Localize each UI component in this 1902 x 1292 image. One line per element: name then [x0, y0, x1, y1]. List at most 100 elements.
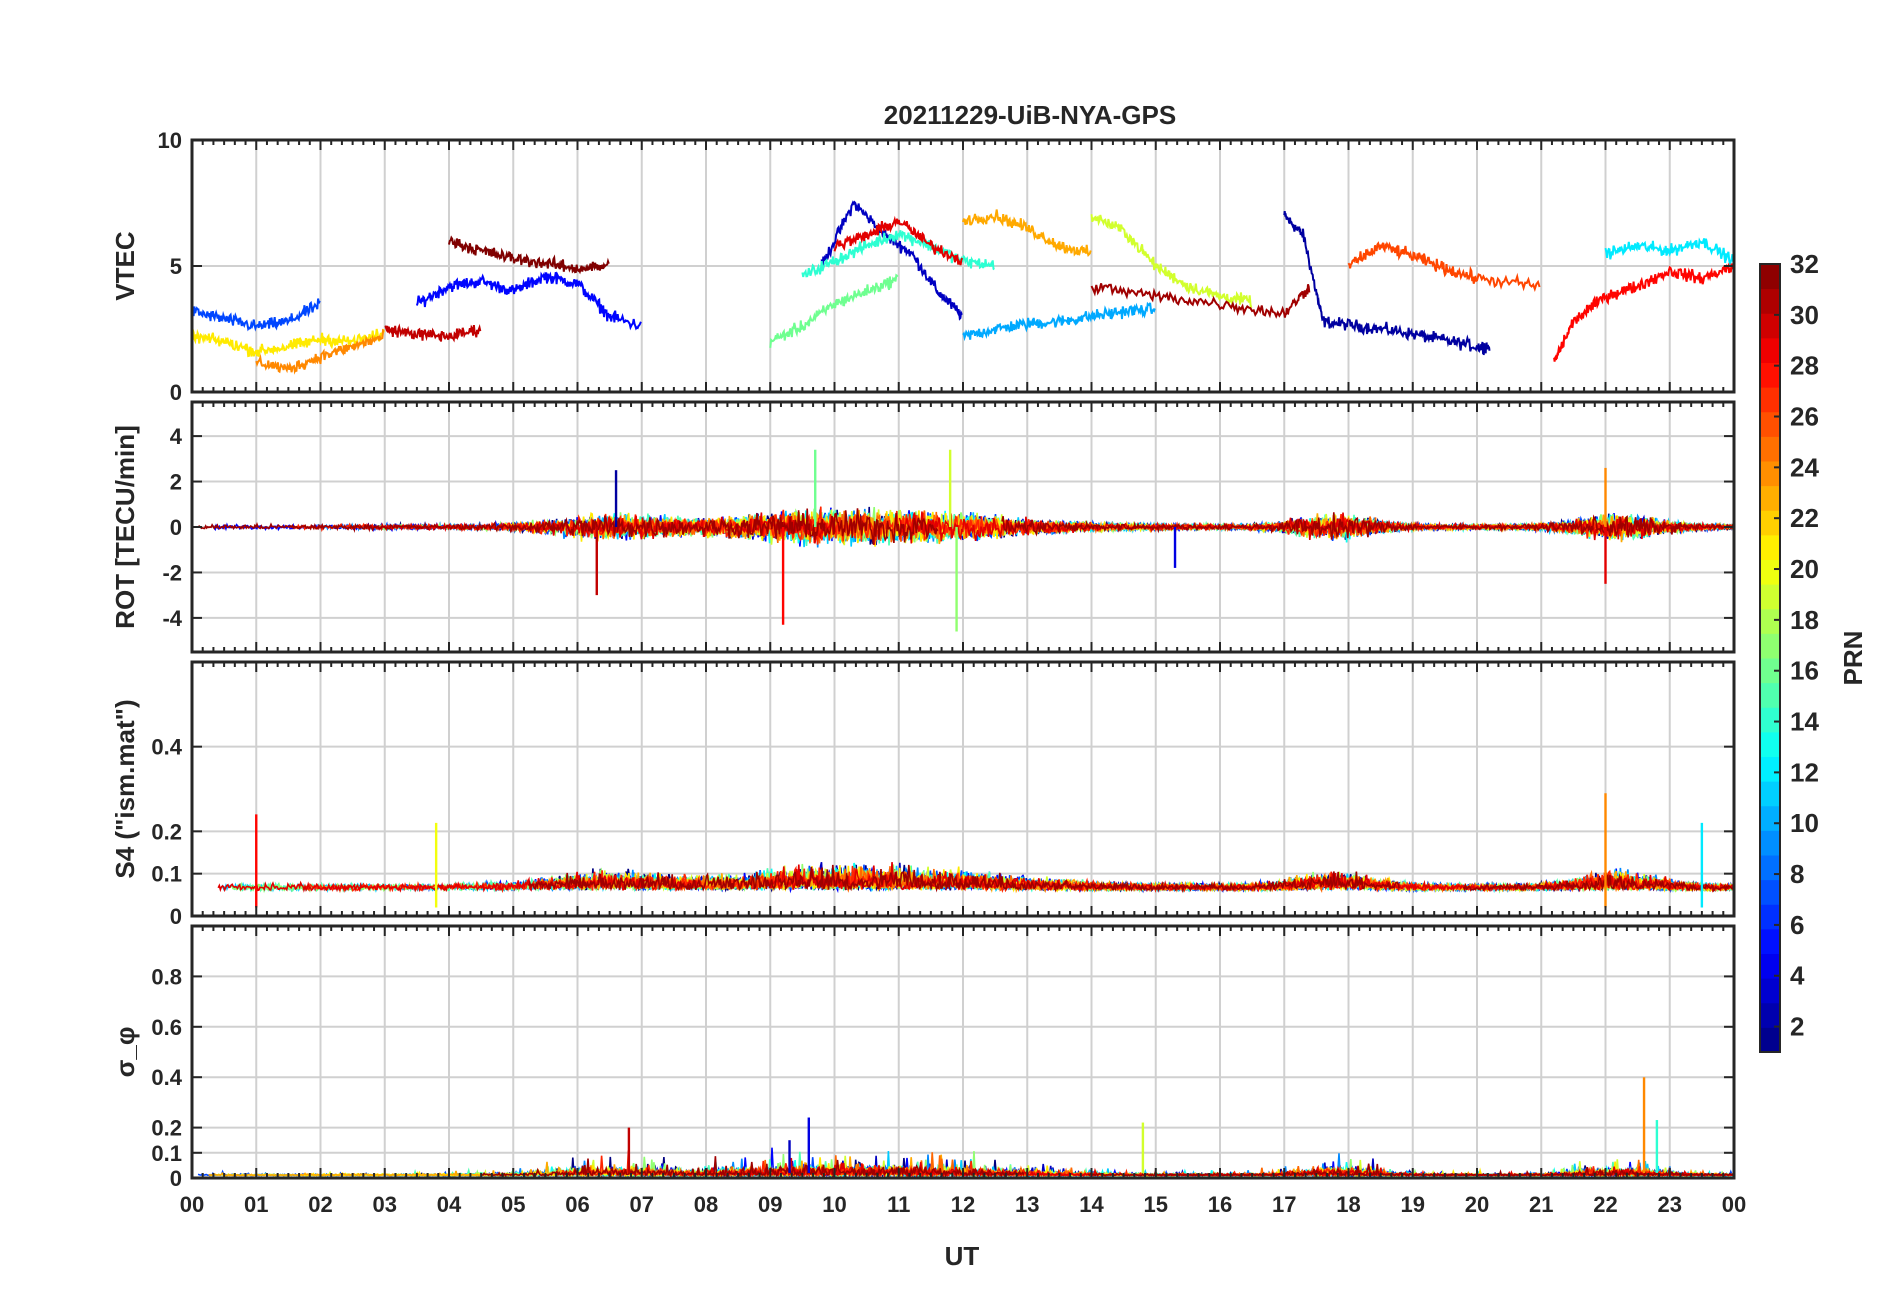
series-sigma_phi [197, 1077, 1734, 1178]
s4-series-prn-31 [1462, 872, 1734, 893]
colorbar-cell [1760, 510, 1780, 536]
y-tick-label: 0.8 [151, 964, 182, 989]
x-tick-label: 00 [180, 1192, 204, 1217]
y-tick-label: 0.4 [151, 1065, 182, 1090]
colorbar-cell [1760, 756, 1780, 782]
vtec-series-prn-29 [833, 215, 964, 266]
colorbar-tick-label: 28 [1790, 351, 1819, 381]
y-tick-label: 0 [170, 904, 182, 929]
y-tick-label: 0 [170, 1166, 182, 1191]
vtec-series-prn-30 [384, 323, 482, 343]
colorbar-tick-label: 20 [1790, 554, 1819, 584]
grid-sigma_phi [191, 926, 1735, 1179]
vtec-series-prn-5 [415, 271, 642, 331]
x-tick-label: 06 [565, 1192, 589, 1217]
vtec-series-prn-7 [192, 298, 321, 332]
y-tick-label: 0.2 [151, 819, 182, 844]
colorbar-tick-label: 32 [1790, 249, 1819, 279]
colorbar-cell [1760, 1027, 1780, 1053]
x-tick-label: 15 [1144, 1192, 1168, 1217]
y-axis-label-rot: ROT [TECU/min] [110, 425, 140, 629]
y-tick-label: 10 [158, 128, 182, 153]
y-tick-label: 0.4 [151, 735, 182, 760]
vtec-series-prn-32 [448, 235, 610, 275]
series-rot [197, 449, 1734, 632]
y-tick-label: 0.1 [151, 862, 182, 887]
y-tick-label: 5 [170, 254, 182, 279]
colorbar-cell [1760, 337, 1780, 363]
y-tick-label: -4 [162, 606, 182, 631]
vtec-series-prn-24 [255, 328, 385, 375]
colorbar-cell [1760, 978, 1780, 1004]
vtec-series-prn-19 [1090, 214, 1253, 308]
x-tick-label: 04 [437, 1192, 462, 1217]
colorbar-cell [1760, 707, 1780, 733]
colorbar-tick-label: 18 [1790, 605, 1819, 635]
y-tick-label: 2 [170, 470, 182, 495]
ticks-s4 [191, 662, 1735, 916]
x-tick-label: 20 [1465, 1192, 1489, 1217]
x-tick-label: 21 [1529, 1192, 1553, 1217]
x-tick-label: 09 [758, 1192, 782, 1217]
colorbar-tick-label: 2 [1790, 1012, 1804, 1042]
x-tick-label: 13 [1015, 1192, 1039, 1217]
colorbar-tick-label: 6 [1790, 910, 1804, 940]
vtec-series-prn-31 [1090, 283, 1311, 319]
colorbar-cell [1760, 584, 1780, 610]
colorbar-tick-label: 24 [1790, 452, 1819, 482]
x-tick-label: 03 [373, 1192, 397, 1217]
x-tick-label: 19 [1401, 1192, 1425, 1217]
colorbar-frame [1759, 263, 1781, 1053]
colorbar-cell [1760, 264, 1780, 290]
vtec-series-prn-12 [1604, 237, 1734, 266]
rot-series-prn-31 [1001, 512, 1734, 540]
colorbar-cell [1760, 879, 1780, 905]
x-tick-label: 02 [308, 1192, 332, 1217]
panel-vtec: 0 5 10 VTEC [110, 128, 1736, 405]
colorbar-tick-label: 14 [1790, 707, 1819, 737]
y-axis-label-sigma_phi: σ_φ [110, 1027, 140, 1078]
vtec-series-prn-2 [1283, 210, 1491, 356]
colorbar-cell [1760, 534, 1780, 560]
grid-vtec [191, 139, 1735, 393]
x-tick-label: 12 [951, 1192, 975, 1217]
x-tick-labels: 00 01 02 03 04 05 06 07 08 09 10 11 12 13 14 15 16 17 18 19… [180, 1192, 1746, 1217]
x-tick-label: 16 [1208, 1192, 1232, 1217]
x-tick-label: 11 [887, 1192, 910, 1217]
colorbar-cell [1760, 436, 1780, 462]
vtec-series-prn-21 [192, 328, 385, 358]
x-tick-label: 17 [1272, 1192, 1296, 1217]
x-tick-label: 05 [501, 1192, 525, 1217]
colorbar-cell [1760, 608, 1780, 634]
colorbar-tick-label: 16 [1790, 656, 1819, 686]
colorbar-cell [1760, 953, 1780, 979]
y-tick-label: 0.1 [151, 1141, 182, 1166]
colorbar-cell [1760, 658, 1780, 684]
colorbar-cell [1760, 731, 1780, 757]
colorbar-cell [1760, 362, 1780, 388]
colorbar-tick-label: 22 [1790, 503, 1819, 533]
ticks-sigma_phi [191, 926, 1735, 1178]
y-tick-label: 0.6 [151, 1015, 182, 1040]
colorbar-cell [1760, 633, 1780, 659]
colorbar-cell [1760, 313, 1780, 339]
colorbar-cell [1760, 387, 1780, 413]
series-vtec [192, 200, 1734, 375]
ticks-vtec [191, 140, 1735, 392]
colorbar-cell [1760, 682, 1780, 708]
panel-rot: -4 -2 0 2 4 ROT [TECU/min] [110, 400, 1736, 654]
x-tick-label: 00 [1722, 1192, 1746, 1217]
y-axis-label-s4: S4 ("ism.mat") [110, 699, 140, 878]
rot-series-prn-31 [197, 508, 939, 545]
colorbar-cell [1760, 411, 1780, 437]
colorbar-cell [1760, 485, 1780, 511]
colorbar-cell [1760, 1002, 1780, 1028]
colorbar-cell [1760, 928, 1780, 954]
vtec-series-prn-3 [820, 200, 963, 321]
colorbar-cell [1760, 559, 1780, 585]
y-tick-label: -2 [162, 560, 182, 585]
x-tick-label: 22 [1593, 1192, 1617, 1217]
